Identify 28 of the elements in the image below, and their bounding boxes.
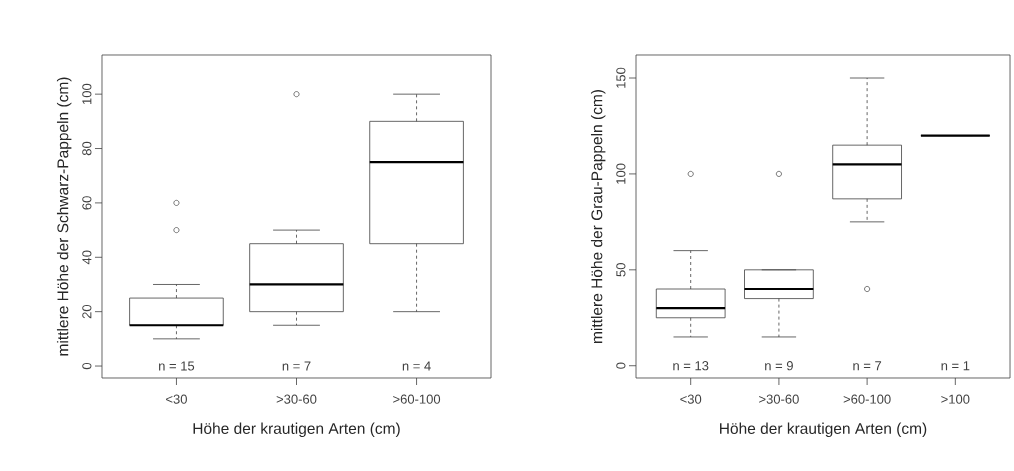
annotation: n = 9 (765, 361, 793, 371)
y-axis-title: mittlere Höhe der Grau-Pappeln (cm) (590, 90, 606, 343)
annotation: n = 4 (402, 361, 431, 371)
x-tick-label: <30 (680, 394, 702, 404)
y-tick-label: 100 (616, 163, 626, 184)
y-tick-label: 50 (616, 263, 626, 277)
x-tick-label: >100 (941, 394, 970, 404)
y-tick-label: 20 (82, 304, 92, 319)
annotation: n = 15 (159, 361, 195, 371)
x-axis-title: Höhe der krautigen Arten (cm) (193, 422, 400, 438)
y-tick-label: 40 (82, 250, 92, 265)
y-tick-label: 60 (82, 196, 92, 210)
annotation: n = 7 (853, 361, 882, 371)
annotation: n = 1 (941, 361, 970, 371)
annotation: n = 7 (282, 361, 311, 371)
x-axis-title: Höhe der krautigen Arten (cm) (720, 422, 927, 438)
x-tick-label: >60-100 (393, 394, 441, 404)
y-tick-label: 150 (616, 67, 626, 88)
x-tick-label: >60-100 (843, 394, 891, 404)
y-tick-label: 100 (82, 83, 92, 105)
x-tick-label: <30 (166, 394, 187, 404)
y-tick-label: 80 (82, 141, 92, 156)
x-tick-label: >30-60 (276, 394, 317, 404)
y-axis-title: mittlere Höhe der Schwarz-Pappeln (cm) (56, 77, 72, 356)
x-tick-label: >30-60 (759, 394, 799, 404)
y-tick-label: 0 (82, 362, 92, 370)
y-tick-label: 0 (616, 362, 626, 369)
annotation: n = 13 (673, 361, 709, 371)
